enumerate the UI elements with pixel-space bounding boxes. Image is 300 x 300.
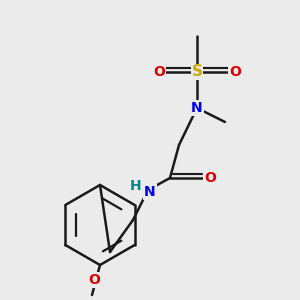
- Text: O: O: [153, 65, 165, 79]
- Text: O: O: [204, 171, 216, 185]
- Text: O: O: [229, 65, 241, 79]
- Text: O: O: [88, 273, 100, 287]
- Text: H: H: [130, 179, 142, 193]
- Text: S: S: [191, 64, 203, 80]
- Text: N: N: [191, 101, 203, 115]
- Text: N: N: [144, 185, 156, 199]
